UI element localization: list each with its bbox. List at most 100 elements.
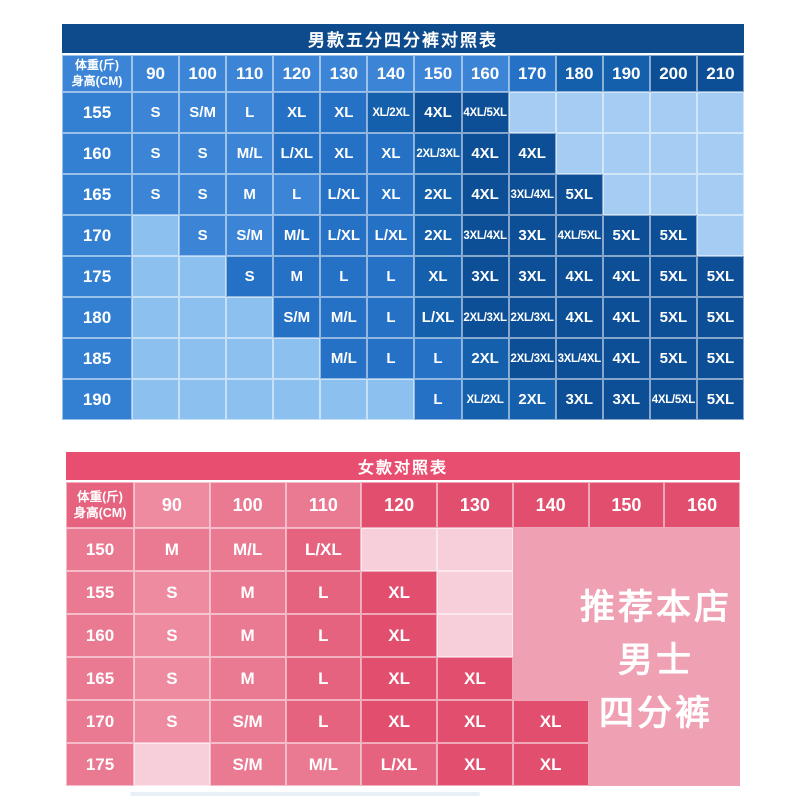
size-cell: 5XL xyxy=(696,297,744,338)
size-cell: XL xyxy=(361,700,437,743)
weight-header-cell: 190 xyxy=(602,55,650,92)
empty-cell xyxy=(602,174,650,215)
size-cell: 5XL xyxy=(602,215,650,256)
empty-cell xyxy=(649,174,697,215)
size-cell: 2XL xyxy=(508,379,556,420)
height-row-label: 190 xyxy=(62,379,132,420)
empty-cell xyxy=(320,379,368,420)
weight-header-cell: 170 xyxy=(508,55,556,92)
height-row-label: 165 xyxy=(66,657,134,700)
men-size-table: 男款五分四分裤对照表 体重(斤) 身高(CM) 90 100 110 120 130 140 1… xyxy=(62,24,744,420)
weight-header-cell: 160 xyxy=(664,482,740,528)
empty-cell xyxy=(226,297,274,338)
empty-cell xyxy=(649,133,697,174)
height-axis-label: 身高(CM) xyxy=(71,73,123,88)
size-cell: XL xyxy=(414,256,462,297)
promo-region-cell xyxy=(664,657,740,700)
promo-region-cell xyxy=(588,657,665,700)
size-cell: 4XL xyxy=(555,297,603,338)
women-size-table: 女款对照表 体重(斤) 身高(CM) 90 100 110 120 130 140 150 160… xyxy=(66,452,740,786)
size-cell: L/XL xyxy=(285,528,362,571)
weight-header-cell: 90 xyxy=(134,482,210,528)
size-cell: 4XL xyxy=(508,133,556,174)
men-table-grid: 体重(斤) 身高(CM) 90 100 110 120 130 140 150 160 170 180… xyxy=(62,55,744,420)
weight-header-cell: 140 xyxy=(512,482,589,528)
size-cell: L xyxy=(367,297,415,338)
size-cell: S/M xyxy=(209,700,286,743)
weight-header-cell: 150 xyxy=(588,482,665,528)
size-cell: S/M xyxy=(226,215,274,256)
size-cell: 4XL/5XL xyxy=(649,379,697,420)
promo-region-cell xyxy=(664,571,740,614)
size-cell: M xyxy=(273,256,321,297)
size-cell: 5XL xyxy=(555,174,603,215)
promo-region-cell xyxy=(588,528,665,571)
empty-cell xyxy=(437,571,513,614)
size-cell: XL xyxy=(512,743,589,786)
size-cell: S xyxy=(132,92,180,133)
size-cell: 4XL xyxy=(602,256,650,297)
size-cell: M xyxy=(134,528,210,571)
empty-cell xyxy=(226,379,274,420)
size-cell: L xyxy=(320,256,368,297)
empty-cell xyxy=(132,338,180,379)
weight-header-cell: 130 xyxy=(320,55,368,92)
empty-cell xyxy=(696,174,744,215)
weight-header-cell: 160 xyxy=(461,55,509,92)
weight-axis-label: 体重(斤) xyxy=(75,57,119,72)
empty-cell xyxy=(696,133,744,174)
weight-header-cell: 110 xyxy=(226,55,274,92)
men-table-title: 男款五分四分裤对照表 xyxy=(62,24,744,53)
size-cell: XL xyxy=(367,133,415,174)
size-cell: S/M xyxy=(273,297,321,338)
promo-region-cell xyxy=(512,528,589,571)
size-cell: S xyxy=(134,657,210,700)
weight-header-cell: 120 xyxy=(361,482,437,528)
size-cell: 3XL xyxy=(461,256,509,297)
promo-region-cell xyxy=(664,700,740,743)
size-cell: L xyxy=(367,338,415,379)
size-cell: 5XL xyxy=(649,256,697,297)
size-cell: XL xyxy=(437,657,513,700)
size-cell: L/XL xyxy=(414,297,462,338)
size-cell: 2XL xyxy=(414,174,462,215)
size-cell: 2XL/3XL xyxy=(414,133,462,174)
size-cell: 4XL xyxy=(414,92,462,133)
size-cell: 5XL xyxy=(649,215,697,256)
weight-header-cell: 200 xyxy=(649,55,697,92)
height-row-label: 170 xyxy=(62,215,132,256)
empty-cell xyxy=(132,379,180,420)
weight-axis-label: 体重(斤) xyxy=(77,489,123,504)
promo-region-cell xyxy=(664,614,740,657)
size-cell: L xyxy=(367,256,415,297)
size-cell: L xyxy=(285,614,362,657)
size-cell: XL xyxy=(361,614,437,657)
empty-cell xyxy=(226,338,274,379)
empty-cell xyxy=(367,379,415,420)
size-cell: L xyxy=(414,379,462,420)
empty-cell xyxy=(602,92,650,133)
size-cell: M/L xyxy=(320,338,368,379)
size-cell: L/XL xyxy=(320,174,368,215)
height-row-label: 150 xyxy=(66,528,134,571)
empty-cell xyxy=(134,743,210,786)
weight-header-cell: 120 xyxy=(273,55,321,92)
promo-region-cell xyxy=(588,614,665,657)
size-cell: M/L xyxy=(209,528,286,571)
empty-cell xyxy=(361,528,437,571)
size-cell: M xyxy=(226,174,274,215)
size-cell: XL/2XL xyxy=(367,92,415,133)
size-cell: 3XL/4XL xyxy=(555,338,603,379)
empty-cell xyxy=(179,297,227,338)
empty-cell xyxy=(273,379,321,420)
size-cell: 5XL xyxy=(696,379,744,420)
size-cell: S xyxy=(179,133,227,174)
size-cell: 2XL xyxy=(414,215,462,256)
size-cell: M/L xyxy=(320,297,368,338)
height-row-label: 180 xyxy=(62,297,132,338)
size-cell: L/XL xyxy=(320,215,368,256)
size-cell: L xyxy=(285,571,362,614)
empty-cell xyxy=(508,92,556,133)
weight-header-cell: 180 xyxy=(555,55,603,92)
weight-header-cell: 130 xyxy=(437,482,513,528)
